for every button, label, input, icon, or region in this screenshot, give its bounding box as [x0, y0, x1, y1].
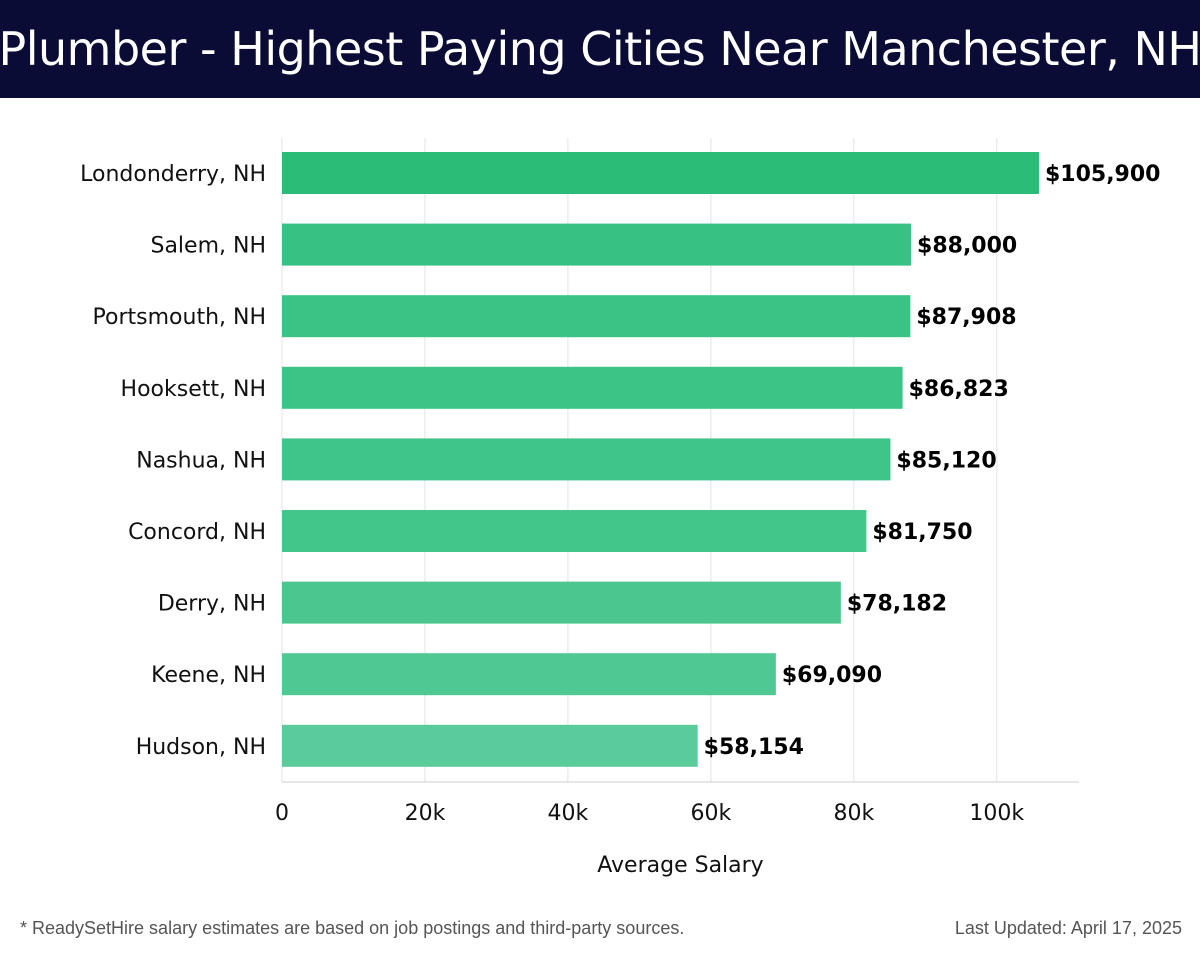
last-updated: Last Updated: April 17, 2025 [954, 918, 1182, 938]
category-label: Keene, NH [151, 663, 266, 688]
value-label: $81,750 [872, 520, 972, 545]
bar [282, 724, 698, 767]
category-label: Hooksett, NH [121, 377, 266, 402]
value-label: $87,908 [916, 305, 1016, 330]
x-axis-title: Average Salary [597, 853, 763, 878]
value-label: $69,090 [782, 663, 882, 688]
category-label: Hudson, NH [136, 735, 266, 760]
bar [282, 223, 912, 266]
x-tick-label: 20k [405, 801, 446, 826]
x-tick-label: 0 [275, 801, 289, 826]
x-tick-label: 40k [548, 801, 589, 826]
bar [282, 510, 867, 552]
x-tick-label: 60k [691, 801, 732, 826]
bar [282, 152, 1039, 194]
bar [282, 295, 911, 338]
chart-title: Plumber - Highest Paying Cities Near Man… [0, 22, 1200, 76]
bar [282, 366, 903, 409]
bar [282, 581, 841, 624]
x-tick-label: 100k [969, 801, 1024, 826]
bar [282, 653, 776, 696]
value-label: $85,120 [896, 448, 996, 473]
value-label: $58,154 [704, 735, 804, 760]
labels: 0 20k 40k 60k 80k 100k Londonderry, NH $105,900… [80, 162, 1160, 878]
bars [282, 152, 1039, 767]
category-label: Portsmouth, NH [93, 305, 266, 330]
category-label: Concord, NH [128, 520, 266, 545]
bar [282, 438, 891, 481]
category-label: Derry, NH [158, 592, 266, 617]
value-label: $86,823 [909, 377, 1009, 402]
title-bar: Plumber - Highest Paying Cities Near Man… [0, 0, 1200, 98]
category-label: Salem, NH [150, 234, 266, 259]
value-label: $105,900 [1045, 162, 1161, 187]
x-tick-label: 80k [833, 801, 874, 826]
bar-chart: 0 20k 40k 60k 80k 100k Londonderry, NH $105,900… [80, 138, 1160, 878]
value-label: $88,000 [917, 234, 1017, 259]
value-label: $78,182 [847, 592, 947, 617]
category-label: Londonderry, NH [80, 162, 266, 187]
source-note: * ReadySetHire salary estimates are base… [20, 918, 685, 938]
category-label: Nashua, NH [136, 448, 266, 473]
